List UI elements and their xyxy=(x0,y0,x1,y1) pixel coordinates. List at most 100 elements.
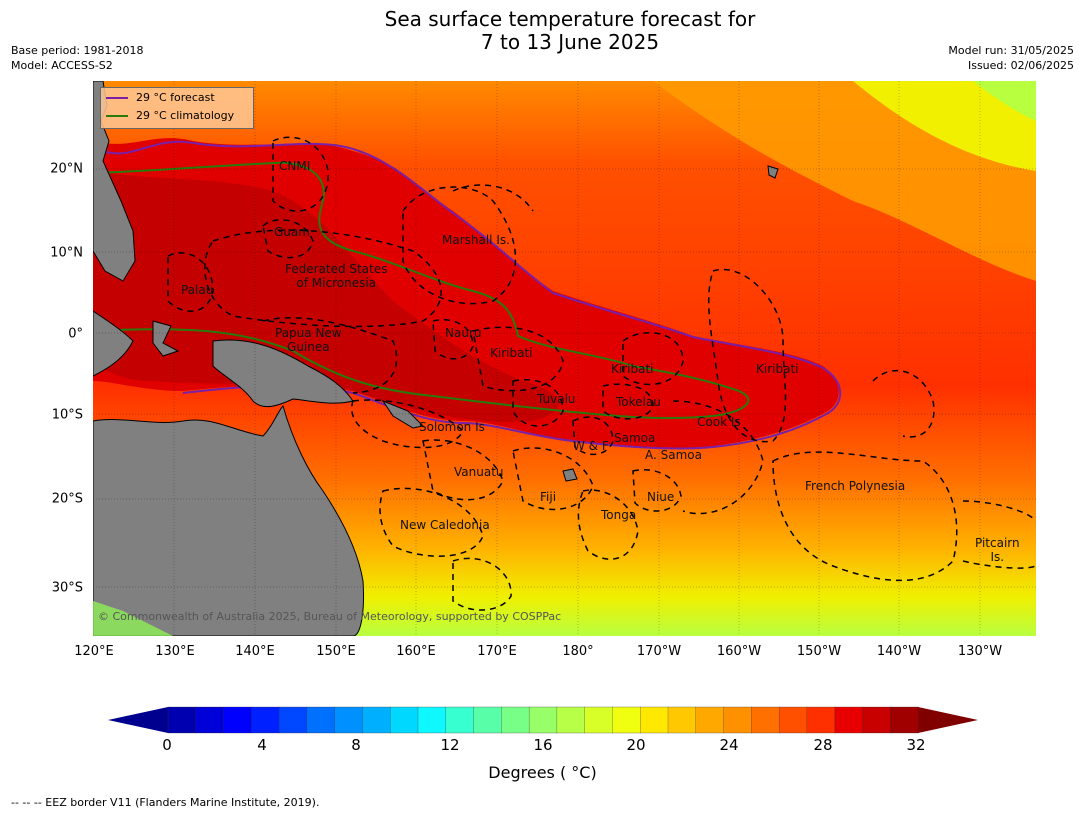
colorbar-segment xyxy=(251,706,280,734)
colorbar-tick: 20 xyxy=(626,736,646,754)
region-label: Papua New Guinea xyxy=(275,326,342,354)
colorbar-tick: 24 xyxy=(719,736,739,754)
eez-border-new-caledonia xyxy=(379,487,484,557)
climatology-swatch xyxy=(106,114,128,117)
climatology-29c-line xyxy=(93,161,750,420)
eez-border-marshall xyxy=(402,186,517,305)
ne-green-water xyxy=(973,81,1036,121)
colorbar-segment xyxy=(695,706,725,734)
eez-border-kiribati-east xyxy=(708,268,787,443)
region-label: Fiji xyxy=(540,490,557,504)
region-label: Samoa xyxy=(614,431,656,445)
lon-tick: 180° xyxy=(562,644,594,659)
colorbar-segment xyxy=(862,706,891,734)
new-guinea-land xyxy=(212,339,354,408)
title-line-2: 7 to 13 June 2025 xyxy=(480,30,660,54)
region-label: Kiribati xyxy=(756,362,799,376)
fiji-land xyxy=(562,468,578,482)
eez-border-tokelau xyxy=(602,383,654,420)
model-run: Model run: 31/05/2025 xyxy=(948,44,1074,57)
colorbar-segment xyxy=(556,706,586,734)
colorbar-under-triangle xyxy=(108,707,168,733)
region-label: Solomon Is xyxy=(419,420,485,434)
hawaii-land xyxy=(767,165,779,179)
region-label: A. Samoa xyxy=(645,448,702,462)
model-name: Model: ACCESS-S2 xyxy=(11,59,113,72)
colorbar-tick: 8 xyxy=(351,736,361,754)
eez-border-niue xyxy=(632,469,682,512)
region-label: Palau xyxy=(181,283,214,297)
colorbar-label: Degrees ( °C) xyxy=(488,763,597,782)
forecast-29c-line xyxy=(102,140,842,450)
legend-climatology: 29 °C climatology xyxy=(106,109,234,122)
lon-tick: 150°E xyxy=(316,644,356,659)
colorbar-segment xyxy=(306,706,336,734)
colorbar-tick: 12 xyxy=(440,736,460,754)
warm-core xyxy=(93,171,559,422)
lon-tick: 160°E xyxy=(396,644,436,659)
region-label: New Caledonia xyxy=(400,518,490,532)
colorbar-segment xyxy=(334,706,364,734)
region-label: Pitcairn Is. xyxy=(975,536,1020,564)
lat-tick: 20°N xyxy=(50,161,83,177)
region-label: Vanuatu xyxy=(454,465,504,479)
colorbar-segment xyxy=(501,706,530,734)
colorbar-segment xyxy=(723,706,752,734)
solomon-islands-land xyxy=(381,399,425,429)
colorbar-tick: 4 xyxy=(257,736,267,754)
colorbar-segment xyxy=(390,706,419,734)
colorbar-tick: 0 xyxy=(162,736,172,754)
colorbar-tick: 16 xyxy=(533,736,553,754)
colorbar-segment xyxy=(445,706,475,734)
australia-land xyxy=(93,405,364,636)
issued-date: Issued: 02/06/2025 xyxy=(967,59,1074,72)
lat-tick: 0° xyxy=(68,326,83,342)
eez-border-kiribati-central xyxy=(622,332,684,386)
eez-borders xyxy=(167,136,1036,611)
colorbar-segment xyxy=(778,706,808,734)
forecast-swatch xyxy=(106,96,128,99)
lon-tick: 160°W xyxy=(716,644,762,659)
region-label: Kiribati xyxy=(611,362,654,376)
eez-border-palau xyxy=(167,252,214,312)
lat-tick: 30°S xyxy=(51,580,83,596)
colorbar-segment xyxy=(612,706,641,734)
lon-tick: 120°E xyxy=(74,644,114,659)
legend-forecast: 29 °C forecast xyxy=(106,91,215,104)
region-label: Kiribati xyxy=(490,346,533,360)
lon-tick: 130°W xyxy=(957,644,1003,659)
colorbar-segment xyxy=(640,706,669,734)
region-label: CNMI xyxy=(279,159,311,173)
eez-border-cook-islands xyxy=(672,400,764,515)
eez-border-tuvalu xyxy=(512,379,564,427)
lon-tick: 150°W xyxy=(796,644,842,659)
colorbar-segment xyxy=(223,706,252,734)
region-label: Cook Is xyxy=(697,415,741,429)
region-label: Niue xyxy=(647,490,675,504)
eez-border-cnmi xyxy=(272,136,329,212)
chart-title: Sea surface temperature forecast for 7 t… xyxy=(0,8,1085,54)
lat-tick: 10°S xyxy=(51,407,83,423)
lat-tick: 20°S xyxy=(51,491,83,507)
region-label: W & F xyxy=(573,439,609,453)
model-info: Base period: 1981-2018 Model: ACCESS-S2 xyxy=(11,43,143,73)
title-line-1: Sea surface temperature forecast for xyxy=(384,7,756,31)
region-label: Tokelau xyxy=(616,395,661,409)
lon-tick: 170°E xyxy=(477,644,517,659)
colorbar-segment xyxy=(278,706,308,734)
eez-border-pitcairn xyxy=(962,500,1036,569)
region-label: Tonga xyxy=(601,508,637,522)
colorbar-segment xyxy=(584,706,614,734)
lon-tick: 140°E xyxy=(235,644,275,659)
colorbar-segment xyxy=(417,706,447,734)
map-legend: 29 °C forecast 29 °C climatology xyxy=(100,87,254,129)
colorbar-segment xyxy=(751,706,780,734)
eez-border-kiribati-west xyxy=(472,326,564,392)
sst-map xyxy=(93,81,1036,636)
colorbar-tick: 28 xyxy=(813,736,833,754)
sulawesi-land xyxy=(152,320,180,357)
colorbar-segment xyxy=(167,706,197,734)
eez-border-solomons xyxy=(351,399,464,449)
colorbar-segment xyxy=(473,706,502,734)
colorbar-segment xyxy=(195,706,225,734)
